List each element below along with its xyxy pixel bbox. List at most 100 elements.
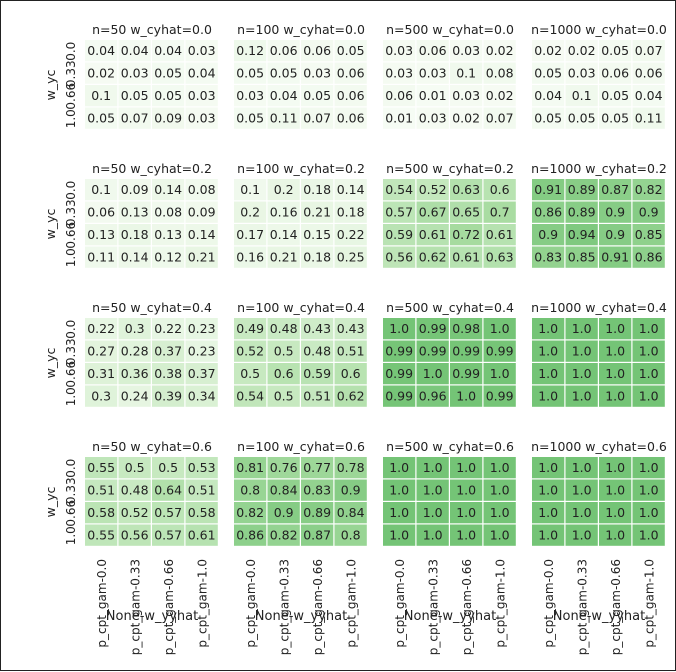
heatmap-cell bbox=[450, 502, 483, 524]
cell-value-label: 0.07 bbox=[121, 111, 149, 126]
heatmap-cell bbox=[152, 363, 185, 385]
heatmap-cell bbox=[334, 363, 367, 385]
cell-value-label: 0.14 bbox=[154, 182, 182, 197]
heatmap-cell bbox=[185, 385, 218, 407]
heatmap-cell bbox=[152, 502, 185, 524]
cell-value-label: 0.62 bbox=[337, 389, 365, 404]
heatmap-cell bbox=[599, 246, 632, 268]
cell-value-label: 0.04 bbox=[270, 88, 298, 103]
heatmap-cell bbox=[599, 179, 632, 201]
y-tick-label: 0.0 bbox=[64, 459, 78, 478]
heatmap-cell bbox=[383, 179, 416, 201]
cell-value-label: 0.82 bbox=[236, 505, 264, 520]
cell-value-label: 0.77 bbox=[303, 460, 331, 475]
x-tick-label: p_cpt_gam-0.66 bbox=[162, 559, 176, 655]
heatmap-cell bbox=[185, 107, 218, 129]
panel-title: n=50 w_cyhat=0.2 bbox=[92, 161, 212, 176]
heatmap-cell bbox=[267, 363, 300, 385]
heatmap-cell bbox=[532, 107, 565, 129]
cell-value-label: 1.0 bbox=[423, 460, 443, 475]
heatmap-cell bbox=[599, 457, 632, 479]
cell-value-label: 0.51 bbox=[188, 483, 216, 498]
heatmap-cell bbox=[483, 457, 516, 479]
cell-value-label: 0.87 bbox=[601, 182, 629, 197]
cell-value-label: 0.5 bbox=[240, 366, 260, 381]
heatmap-cell bbox=[334, 85, 367, 107]
x-axis-label: None-w_yyhat bbox=[404, 609, 496, 624]
cell-value-label: 1.0 bbox=[490, 460, 510, 475]
cell-value-label: 0.03 bbox=[121, 66, 149, 81]
heatmap-cell bbox=[267, 62, 300, 84]
heatmap-cell bbox=[301, 502, 334, 524]
heatmap-cell bbox=[301, 318, 334, 340]
heatmap-cell bbox=[267, 385, 300, 407]
y-tick-label: 0.66 bbox=[64, 83, 78, 110]
cell-value-label: 0.1 bbox=[240, 182, 260, 197]
cell-value-label: 1.0 bbox=[490, 483, 510, 498]
heatmap-cell bbox=[185, 85, 218, 107]
heatmap-cell bbox=[85, 318, 118, 340]
heatmap-cell bbox=[85, 85, 118, 107]
y-tick-label: 1.0 bbox=[64, 387, 78, 406]
cell-value-label: 0.03 bbox=[236, 88, 264, 103]
x-tick-label: p_cpt_gam-0.0 bbox=[542, 559, 556, 648]
cell-value-label: 1.0 bbox=[639, 483, 659, 498]
cell-value-label: 0.14 bbox=[188, 227, 216, 242]
x-tick-label: p_cpt_gam-0.0 bbox=[393, 559, 407, 648]
y-tick-label: 1.0 bbox=[64, 109, 78, 128]
heatmap-cell bbox=[599, 363, 632, 385]
cell-value-label: 0.9 bbox=[274, 505, 294, 520]
heatmap-cell bbox=[85, 201, 118, 223]
cell-value-label: 1.0 bbox=[456, 528, 476, 543]
cell-value-label: 1.0 bbox=[538, 366, 558, 381]
heatmap-cell bbox=[267, 318, 300, 340]
heatmap-cell bbox=[118, 524, 151, 546]
x-tick-label: p_cpt_gam-0.66 bbox=[609, 559, 623, 655]
cell-value-label: 0.52 bbox=[419, 182, 447, 197]
heatmap-cell bbox=[483, 479, 516, 501]
heatmap-cell bbox=[185, 201, 218, 223]
cell-value-label: 0.03 bbox=[188, 43, 216, 58]
cell-value-label: 0.55 bbox=[87, 528, 115, 543]
cell-value-label: 1.0 bbox=[572, 483, 592, 498]
heatmap-cell bbox=[267, 107, 300, 129]
cell-value-label: 0.48 bbox=[270, 321, 298, 336]
heatmap-cell bbox=[483, 318, 516, 340]
heatmap-cell bbox=[532, 479, 565, 501]
heatmap-cell bbox=[383, 224, 416, 246]
heatmap-cell bbox=[267, 85, 300, 107]
cell-value-label: 0.36 bbox=[121, 366, 149, 381]
heatmap-cell bbox=[632, 201, 665, 223]
cell-value-label: 0.18 bbox=[303, 250, 331, 265]
heatmap-cell bbox=[383, 524, 416, 546]
cell-value-label: 0.99 bbox=[452, 366, 480, 381]
cell-value-label: 0.53 bbox=[188, 460, 216, 475]
cell-value-label: 0.43 bbox=[303, 321, 331, 336]
heatmap-cell bbox=[234, 40, 267, 62]
cell-value-label: 1.0 bbox=[423, 483, 443, 498]
cell-value-label: 0.04 bbox=[534, 88, 562, 103]
y-tick-label: 0.66 bbox=[64, 361, 78, 388]
cell-value-label: 1.0 bbox=[605, 366, 625, 381]
heatmap-cell bbox=[632, 85, 665, 107]
panel-title: n=1000 w_cyhat=0.2 bbox=[531, 161, 667, 176]
cell-value-label: 1.0 bbox=[572, 460, 592, 475]
heatmap-cell bbox=[483, 502, 516, 524]
cell-value-label: 0.09 bbox=[188, 205, 216, 220]
heatmap-cell bbox=[565, 363, 598, 385]
cell-value-label: 1.0 bbox=[389, 505, 409, 520]
heatmap-cell bbox=[565, 224, 598, 246]
cell-value-label: 0.54 bbox=[385, 182, 413, 197]
heatmap-cell bbox=[416, 107, 449, 129]
heatmap-cell bbox=[450, 62, 483, 84]
cell-value-label: 0.96 bbox=[419, 389, 447, 404]
heatmap-cell bbox=[85, 340, 118, 362]
cell-value-label: 0.6 bbox=[274, 366, 294, 381]
panel-title: n=500 w_cyhat=0.2 bbox=[386, 161, 514, 176]
cell-value-label: 0.3 bbox=[125, 321, 145, 336]
heatmap-cell bbox=[301, 179, 334, 201]
cell-value-label: 0.05 bbox=[534, 66, 562, 81]
cell-value-label: 0.99 bbox=[419, 321, 447, 336]
heatmap-cell bbox=[483, 40, 516, 62]
heatmap-cell bbox=[301, 85, 334, 107]
